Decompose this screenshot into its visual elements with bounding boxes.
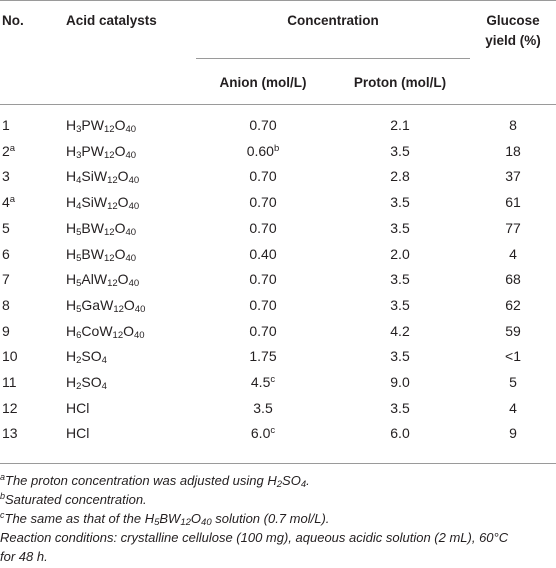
anion-value: 0.70 — [249, 168, 277, 184]
row-number: 9 — [2, 323, 10, 339]
row-number: 12 — [2, 400, 18, 416]
anion-value: 0.70 — [249, 323, 277, 339]
proton-value: 3.5 — [390, 400, 410, 416]
reaction-conditions: Reaction conditions: crystalline cellulo… — [0, 530, 509, 545]
glucose-yield-value: 18 — [505, 143, 521, 159]
header-anion: Anion (mol/L) — [219, 75, 307, 90]
footnotes: aThe proton concentration was adjusted u… — [0, 471, 548, 566]
anion-value: 0.70 — [249, 194, 277, 210]
catalyst-formula: H4SiW12O40 — [66, 194, 140, 212]
proton-value: 3.5 — [390, 297, 410, 313]
proton-value: 2.1 — [390, 117, 410, 133]
anion-value: 0.70 — [249, 220, 277, 236]
glucose-yield-value: 37 — [505, 168, 521, 184]
row-number: 3 — [2, 168, 10, 184]
glucose-yield-value: 61 — [505, 194, 521, 210]
header-proton: Proton (mol/L) — [353, 75, 447, 90]
proton-value: 3.5 — [390, 271, 410, 287]
row-number: 7 — [2, 271, 10, 287]
header-rule — [0, 104, 556, 105]
glucose-yield-value: 68 — [505, 271, 521, 287]
proton-value: 4.2 — [390, 323, 410, 339]
glucose-yield-value: <1 — [505, 348, 521, 364]
anion-value: 6.0c — [250, 425, 276, 441]
proton-value: 3.5 — [390, 220, 410, 236]
glucose-yield-value: 4 — [509, 246, 517, 262]
concentration-rule — [196, 58, 470, 59]
header-yield: yield (%) — [485, 33, 541, 48]
header-acid-catalysts: Acid catalysts — [66, 13, 157, 28]
proton-value: 3.5 — [390, 194, 410, 210]
header-concentration: Concentration — [287, 13, 379, 28]
anion-value: 0.40 — [249, 246, 277, 262]
top-rule — [0, 0, 556, 1]
row-number: 5 — [2, 220, 10, 236]
proton-value: 3.5 — [390, 348, 410, 364]
catalyst-formula: H5BW12O40 — [66, 220, 137, 238]
row-number: 10 — [2, 348, 18, 364]
anion-value: 1.75 — [249, 348, 277, 364]
header-no: No. — [2, 13, 24, 28]
catalyst-formula: H5BW12O40 — [66, 246, 137, 264]
footnote-c: cThe same as that of the H5BW12O40 solut… — [0, 510, 330, 528]
glucose-yield-value: 4 — [509, 400, 517, 416]
proton-value: 3.5 — [390, 143, 410, 159]
glucose-yield-value: 77 — [505, 220, 521, 236]
glucose-yield-value: 59 — [505, 323, 521, 339]
proton-value: 2.0 — [390, 246, 410, 262]
catalyst-formula: H6CoW12O40 — [66, 323, 145, 341]
anion-value: 0.70 — [249, 297, 277, 313]
catalyst-formula: H5AlW12O40 — [66, 271, 140, 289]
catalyst-formula: H2SO4 — [66, 348, 107, 366]
glucose-yield-value: 62 — [505, 297, 521, 313]
proton-value: 9.0 — [390, 374, 410, 390]
header-glucose: Glucose — [486, 13, 540, 28]
glucose-yield-value: 8 — [509, 117, 517, 133]
footnote-b: bSaturated concentration. — [0, 491, 147, 508]
anion-value: 0.70 — [249, 271, 277, 287]
reaction-conditions-cont: for 48 h. — [0, 549, 48, 564]
anion-value: 0.70 — [249, 117, 277, 133]
bottom-rule — [0, 463, 556, 464]
glucose-yield-value: 9 — [509, 425, 517, 441]
row-number: 2a — [2, 143, 16, 159]
catalyst-formula: H3PW12O40 — [66, 143, 137, 161]
footnote-a: aThe proton concentration was adjusted u… — [0, 472, 310, 490]
row-number: 6 — [2, 246, 10, 262]
catalyst-formula: HCl — [66, 400, 90, 416]
anion-value: 0.60b — [246, 143, 280, 159]
catalyst-formula: HCl — [66, 425, 90, 441]
anion-value: 4.5c — [250, 374, 276, 390]
proton-value: 6.0 — [390, 425, 410, 441]
catalyst-formula: H2SO4 — [66, 374, 107, 392]
catalyst-formula: H4SiW12O40 — [66, 168, 140, 186]
row-number: 8 — [2, 297, 10, 313]
proton-value: 2.8 — [390, 168, 410, 184]
row-number: 1 — [2, 117, 10, 133]
glucose-yield-value: 5 — [509, 374, 517, 390]
catalyst-formula: H5GaW12O40 — [66, 297, 146, 315]
row-number: 13 — [2, 425, 18, 441]
row-number: 4a — [2, 194, 16, 210]
catalyst-formula: H3PW12O40 — [66, 117, 137, 135]
anion-value: 3.5 — [253, 400, 273, 416]
row-number: 11 — [2, 374, 17, 390]
